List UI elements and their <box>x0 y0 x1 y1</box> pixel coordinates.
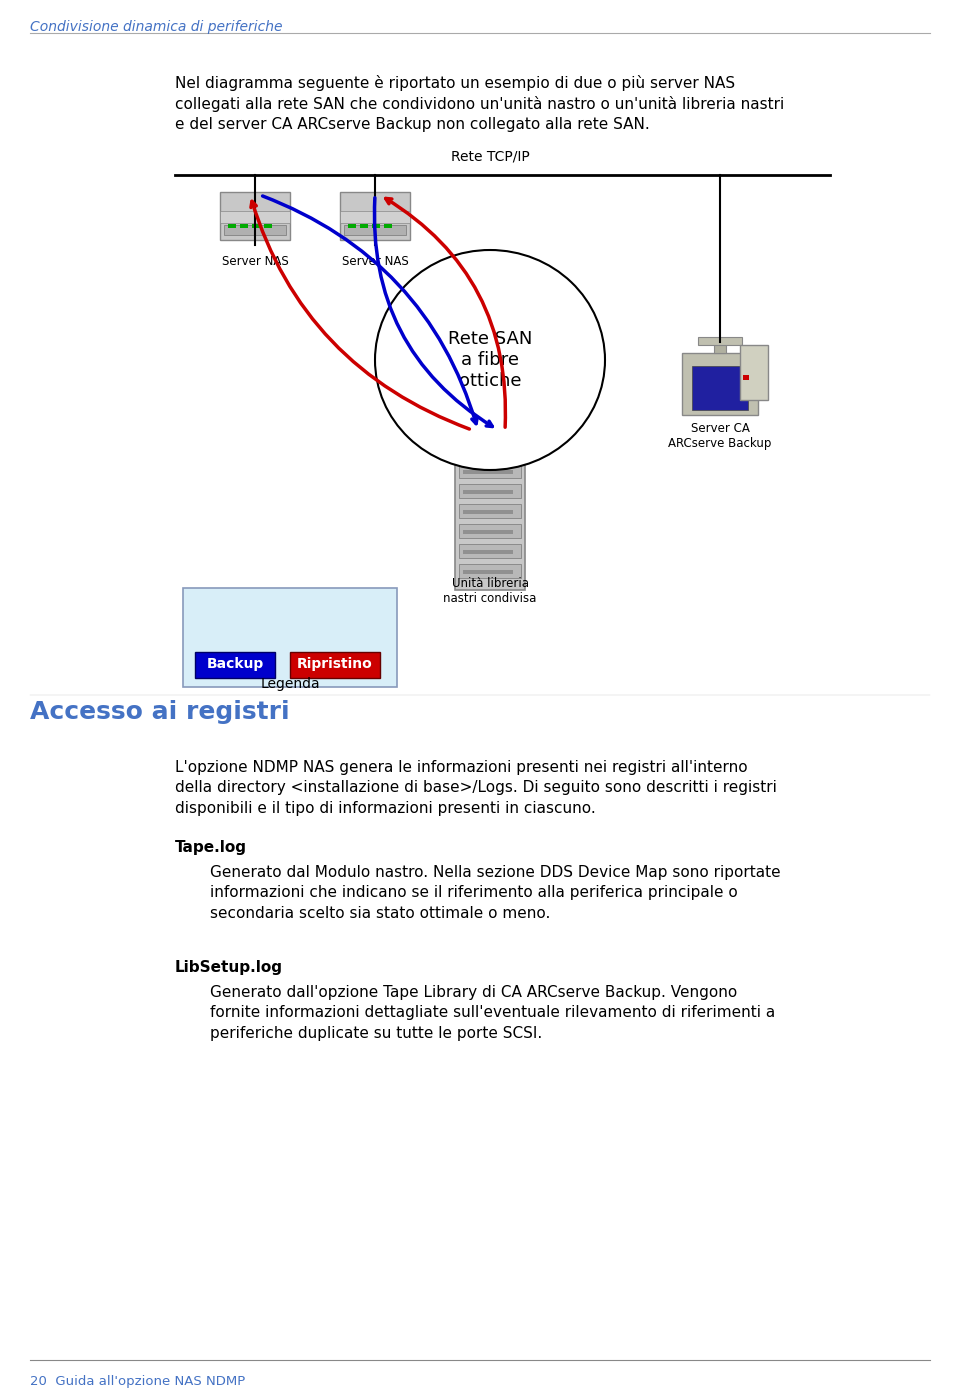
Text: Rete SAN
a fibre
ottiche: Rete SAN a fibre ottiche <box>447 330 532 390</box>
FancyBboxPatch shape <box>183 588 397 687</box>
Text: Server CA
ARCserve Backup: Server CA ARCserve Backup <box>668 422 772 450</box>
FancyBboxPatch shape <box>459 483 521 499</box>
Text: Accesso ai registri: Accesso ai registri <box>30 701 290 724</box>
FancyBboxPatch shape <box>195 652 275 678</box>
Bar <box>714 341 726 352</box>
Bar <box>264 224 272 228</box>
Text: Server NAS: Server NAS <box>342 255 408 267</box>
Text: Ripristino: Ripristino <box>298 657 372 671</box>
FancyBboxPatch shape <box>682 352 758 415</box>
Bar <box>463 510 513 514</box>
FancyBboxPatch shape <box>290 652 380 678</box>
Text: Server NAS: Server NAS <box>222 255 288 267</box>
Bar <box>463 529 513 534</box>
Bar <box>384 224 392 228</box>
Text: Generato dall'opzione Tape Library di CA ARCserve Backup. Vengono
fornite inform: Generato dall'opzione Tape Library di CA… <box>210 985 776 1041</box>
FancyBboxPatch shape <box>340 210 410 223</box>
FancyBboxPatch shape <box>220 210 290 223</box>
Bar <box>463 550 513 554</box>
Bar <box>228 224 236 228</box>
Text: Condivisione dinamica di periferiche: Condivisione dinamica di periferiche <box>30 20 282 33</box>
FancyBboxPatch shape <box>459 464 521 478</box>
FancyBboxPatch shape <box>340 192 410 240</box>
Text: LibSetup.log: LibSetup.log <box>175 960 283 975</box>
FancyBboxPatch shape <box>459 504 521 518</box>
Text: Unità libreria
nastri condivisa: Unità libreria nastri condivisa <box>444 577 537 605</box>
Bar <box>500 437 508 442</box>
Text: Rete TCP/IP: Rete TCP/IP <box>450 149 529 163</box>
Bar <box>252 224 260 228</box>
FancyBboxPatch shape <box>224 226 286 235</box>
FancyBboxPatch shape <box>455 430 525 591</box>
Bar <box>372 224 380 228</box>
FancyBboxPatch shape <box>220 192 290 240</box>
Bar <box>348 224 356 228</box>
Bar <box>463 469 513 474</box>
Bar <box>463 450 513 454</box>
Bar <box>743 375 749 380</box>
Text: Nel diagramma seguente è riportato un esempio di due o più server NAS
collegati : Nel diagramma seguente è riportato un es… <box>175 75 784 132</box>
Text: L'opzione NDMP NAS genera le informazioni presenti nei registri all'interno
dell: L'opzione NDMP NAS genera le informazion… <box>175 761 777 816</box>
Bar <box>463 570 513 574</box>
FancyBboxPatch shape <box>740 345 768 400</box>
Ellipse shape <box>375 249 605 469</box>
Text: Generato dal Modulo nastro. Nella sezione DDS Device Map sono riportate
informaz: Generato dal Modulo nastro. Nella sezion… <box>210 865 780 921</box>
Bar <box>698 337 742 345</box>
Text: Tape.log: Tape.log <box>175 840 247 855</box>
Text: Legenda: Legenda <box>260 677 320 691</box>
Bar <box>360 224 368 228</box>
FancyBboxPatch shape <box>459 545 521 559</box>
Text: 20  Guida all'opzione NAS NDMP: 20 Guida all'opzione NAS NDMP <box>30 1375 245 1387</box>
Text: Backup: Backup <box>206 657 264 671</box>
FancyBboxPatch shape <box>344 226 406 235</box>
Bar <box>240 224 248 228</box>
Bar <box>463 490 513 495</box>
FancyBboxPatch shape <box>459 524 521 538</box>
FancyBboxPatch shape <box>692 366 748 410</box>
FancyBboxPatch shape <box>459 564 521 578</box>
FancyBboxPatch shape <box>459 444 521 458</box>
